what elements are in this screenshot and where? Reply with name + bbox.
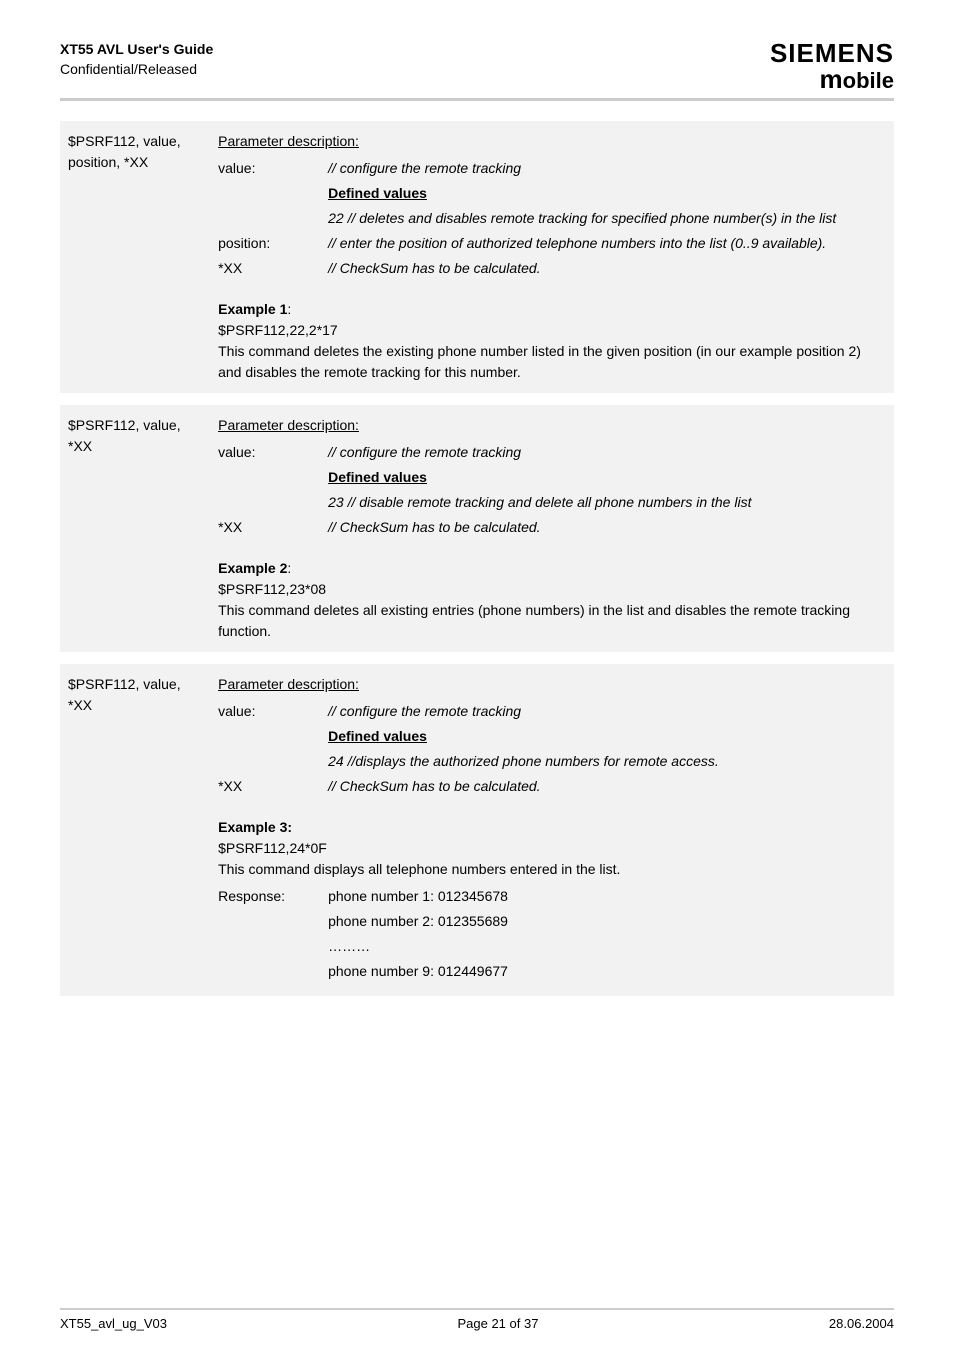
example-text: This command displays all telephone numb…: [218, 861, 620, 877]
response-label: Response:: [218, 886, 328, 907]
row-label: value:: [218, 158, 328, 179]
row-value: // configure the remote tracking: [328, 442, 886, 463]
row-label: [218, 726, 328, 747]
row-label: value:: [218, 442, 328, 463]
row-value: 23 // disable remote tracking and delete…: [328, 492, 886, 513]
row: 24 //displays the authorized phone numbe…: [218, 751, 886, 772]
brand-mobile-m: m: [820, 64, 843, 94]
brand-mobile-rest: obile: [843, 68, 894, 93]
doc-subtitle: Confidential/Released: [60, 60, 213, 80]
section-3: $PSRF112, value, *XX Parameter descripti…: [60, 664, 894, 996]
row-value: // CheckSum has to be calculated.: [328, 776, 886, 797]
param-heading-2: Parameter description:: [218, 415, 886, 436]
defined-values: Defined values: [328, 467, 886, 488]
row: value: // configure the remote tracking: [218, 158, 886, 179]
row-value: // configure the remote tracking: [328, 158, 886, 179]
row: position: // enter the position of autho…: [218, 233, 886, 254]
response-row: Response: phone number 1: 012345678: [218, 886, 886, 907]
content-table: $PSRF112, value, position, *XX Parameter…: [60, 121, 894, 996]
row-value: // enter the position of authorized tele…: [328, 233, 886, 254]
defined-values: Defined values: [328, 183, 886, 204]
spacer: [60, 393, 894, 405]
example-title: Example 1: [218, 301, 287, 317]
response-label: [218, 936, 328, 957]
response-value: phone number 1: 012345678: [328, 886, 886, 907]
row-label: *XX: [218, 517, 328, 538]
example-2: Example 2: $PSRF112,23*08 This command d…: [218, 558, 886, 642]
row-value: // configure the remote tracking: [328, 701, 886, 722]
row-label: *XX: [218, 258, 328, 279]
page-footer: XT55_avl_ug_V03 Page 21 of 37 28.06.2004: [60, 1308, 894, 1331]
response-row: ………: [218, 936, 886, 957]
example-3: Example 3: $PSRF112,24*0F This command d…: [218, 817, 886, 880]
row-label: position:: [218, 233, 328, 254]
section-2-right: Parameter description: value: // configu…: [210, 405, 894, 652]
doc-title: XT55 AVL User's Guide: [60, 40, 213, 60]
response-row: phone number 9: 012449677: [218, 961, 886, 982]
spacer: [60, 652, 894, 664]
row-label: *XX: [218, 776, 328, 797]
response-value: phone number 2: 012355689: [328, 911, 886, 932]
param-heading-3: Parameter description:: [218, 674, 886, 695]
row-value: // CheckSum has to be calculated.: [328, 517, 886, 538]
section-1: $PSRF112, value, position, *XX Parameter…: [60, 121, 894, 393]
brand-mobile: mobile: [770, 66, 894, 92]
param-heading-1: Parameter description:: [218, 131, 886, 152]
header-right: SIEMENS mobile: [770, 40, 894, 92]
row: 22 // deletes and disables remote tracki…: [218, 208, 886, 229]
section-1-left: $PSRF112, value, position, *XX: [60, 121, 210, 393]
row: *XX // CheckSum has to be calculated.: [218, 258, 886, 279]
row: *XX // CheckSum has to be calculated.: [218, 776, 886, 797]
section-2-left: $PSRF112, value, *XX: [60, 405, 210, 652]
example-title: Example 3:: [218, 819, 292, 835]
footer-right: 28.06.2004: [829, 1316, 894, 1331]
footer-left: XT55_avl_ug_V03: [60, 1316, 167, 1331]
row: Defined values: [218, 467, 886, 488]
row-label: [218, 467, 328, 488]
row: Defined values: [218, 726, 886, 747]
section-1-right: Parameter description: value: // configu…: [210, 121, 894, 393]
row-label: [218, 183, 328, 204]
example-cmd: $PSRF112,24*0F: [218, 840, 327, 856]
row: value: // configure the remote tracking: [218, 442, 886, 463]
row: 23 // disable remote tracking and delete…: [218, 492, 886, 513]
row: Defined values: [218, 183, 886, 204]
row: *XX // CheckSum has to be calculated.: [218, 517, 886, 538]
row: value: // configure the remote tracking: [218, 701, 886, 722]
example-title: Example 2: [218, 560, 287, 576]
row-label: value:: [218, 701, 328, 722]
row-value: 22 // deletes and disables remote tracki…: [328, 208, 886, 229]
example-cmd: $PSRF112,22,2*17: [218, 322, 338, 338]
response-value: ………: [328, 936, 886, 957]
section-3-left: $PSRF112, value, *XX: [60, 664, 210, 996]
section-3-right: Parameter description: value: // configu…: [210, 664, 894, 996]
page-header: XT55 AVL User's Guide Confidential/Relea…: [60, 40, 894, 101]
response-value: phone number 9: 012449677: [328, 961, 886, 982]
example-1: Example 1: $PSRF112,22,2*17 This command…: [218, 299, 886, 383]
row-value: // CheckSum has to be calculated.: [328, 258, 886, 279]
row-label: [218, 751, 328, 772]
response-label: [218, 961, 328, 982]
brand-siemens: SIEMENS: [770, 40, 894, 66]
row-label: [218, 492, 328, 513]
defined-values: Defined values: [328, 726, 886, 747]
response-label: [218, 911, 328, 932]
footer-center: Page 21 of 37: [457, 1316, 538, 1331]
section-2: $PSRF112, value, *XX Parameter descripti…: [60, 405, 894, 652]
response-row: phone number 2: 012355689: [218, 911, 886, 932]
row-label: [218, 208, 328, 229]
example-cmd: $PSRF112,23*08: [218, 581, 326, 597]
example-text: This command deletes all existing entrie…: [218, 602, 850, 639]
row-value: 24 //displays the authorized phone numbe…: [328, 751, 886, 772]
example-text: This command deletes the existing phone …: [218, 343, 861, 380]
header-left: XT55 AVL User's Guide Confidential/Relea…: [60, 40, 213, 79]
